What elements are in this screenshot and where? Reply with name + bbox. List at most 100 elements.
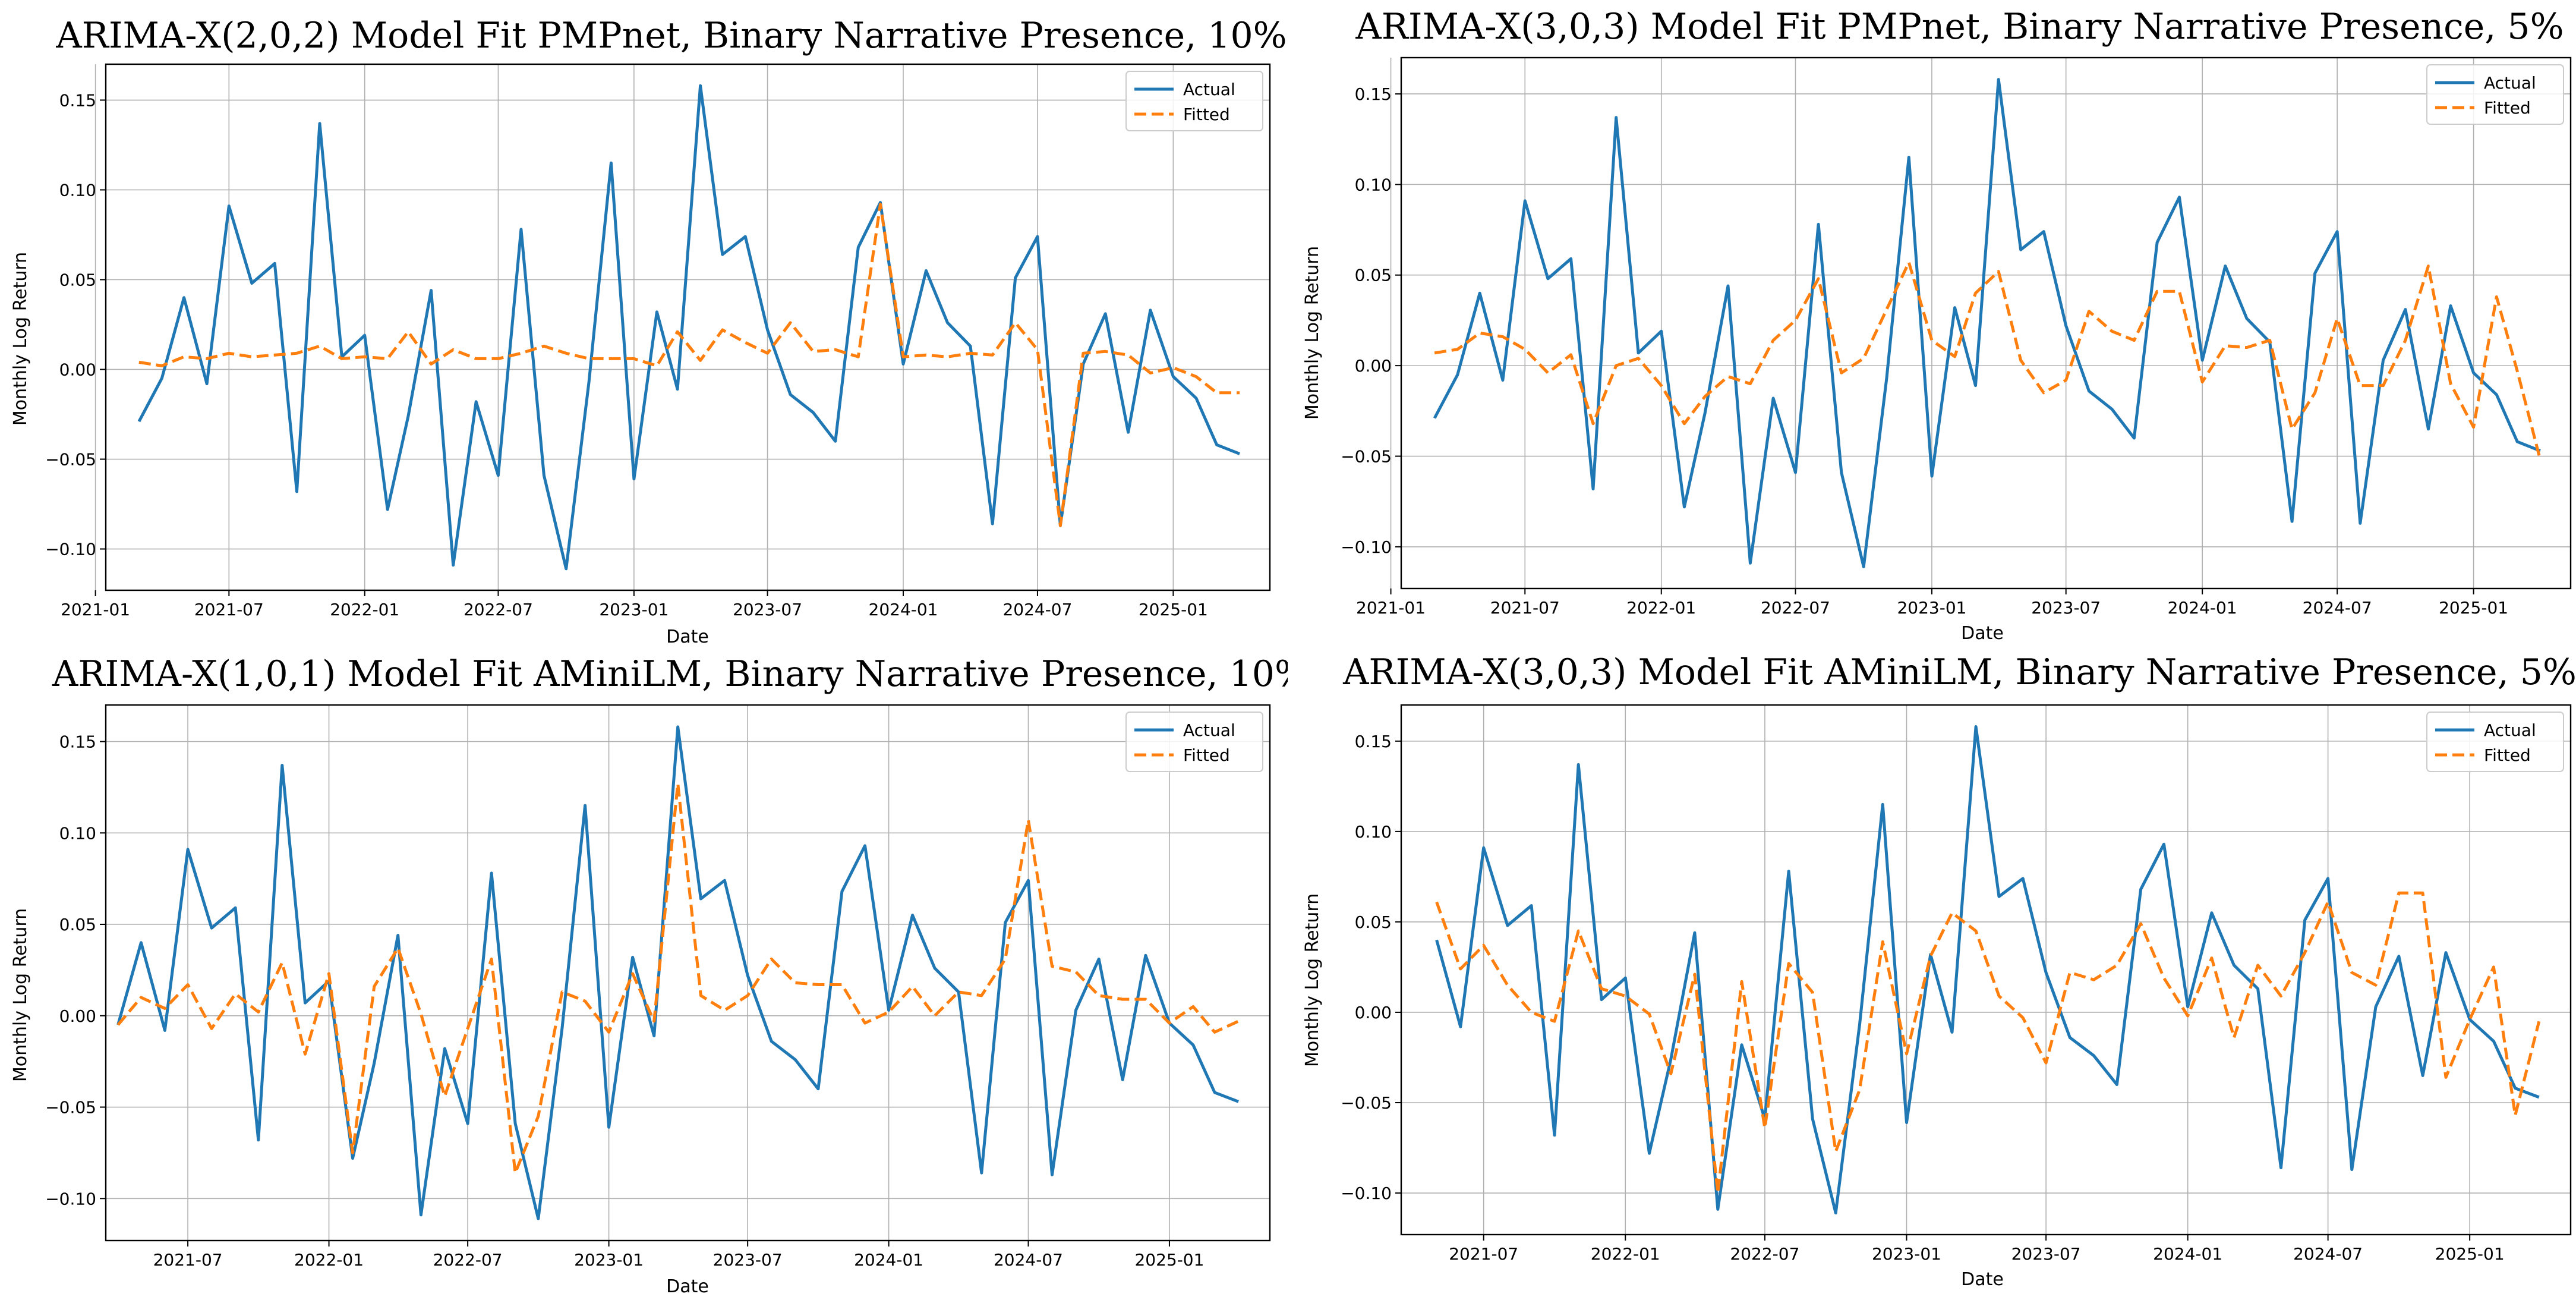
x-tick-label: 2023-01	[599, 600, 669, 619]
x-tick-label: 2022-07	[1730, 1244, 1799, 1264]
x-axis-label: Date	[1961, 1269, 2004, 1290]
x-tick-label: 2023-01	[1897, 598, 1966, 618]
x-tick-label: 2023-07	[2031, 598, 2101, 618]
y-tick-label: −0.05	[45, 450, 96, 470]
chart-3-svg: ARIMA-X(1,0,1) Model Fit AMiniLM, Binary…	[10, 653, 1288, 1297]
legend-box	[1125, 71, 1263, 131]
legend-box	[1125, 712, 1263, 772]
x-tick-label: 2025-01	[1134, 1250, 1204, 1270]
legend-fitted-label: Fitted	[1183, 105, 1230, 124]
actual-series-line	[1433, 78, 2541, 568]
chart-panel-3: ARIMA-X(1,0,1) Model Fit AMiniLM, Binary…	[0, 650, 1288, 1300]
x-tick-label: 2024-07	[2293, 1244, 2363, 1264]
y-axis-label: Monthly Log Return	[1302, 246, 1323, 420]
y-tick-label: 0.15	[59, 732, 96, 752]
x-tick-label: 2025-01	[1139, 600, 1208, 619]
y-tick-label: 0.15	[1355, 732, 1392, 751]
y-tick-label: 0.10	[1355, 175, 1392, 194]
x-tick-label: 2022-01	[1626, 598, 1696, 618]
x-tick-label: 2021-07	[1490, 598, 1560, 618]
y-axis-label: Monthly Log Return	[10, 908, 31, 1082]
x-tick-label: 2022-07	[1761, 598, 1830, 618]
x-tick-label: 2023-07	[2011, 1244, 2081, 1264]
y-tick-label: 0.15	[59, 90, 96, 110]
y-axis-label: Monthly Log Return	[1302, 893, 1323, 1067]
x-tick-label: 2023-07	[713, 1250, 783, 1270]
x-tick-label: 2021-01	[1356, 598, 1426, 618]
y-tick-label: 0.00	[1355, 1003, 1392, 1022]
legend-fitted-label: Fitted	[1183, 745, 1230, 765]
y-tick-label: −0.10	[45, 540, 96, 559]
y-tick-label: −0.10	[45, 1189, 96, 1208]
chart-panel-2: ARIMA-X(3,0,3) Model Fit PMPnet, Binary …	[1288, 0, 2576, 650]
legend-actual-label: Actual	[1183, 720, 1235, 740]
legend-actual-label: Actual	[2484, 73, 2536, 93]
y-tick-label: 0.10	[59, 180, 96, 200]
x-axis-label: Date	[666, 627, 709, 647]
x-tick-label: 2022-01	[294, 1250, 364, 1270]
chart-panel-1: ARIMA-X(2,0,2) Model Fit PMPnet, Binary …	[0, 0, 1288, 650]
legend-actual-label: Actual	[1183, 80, 1235, 99]
chart-2-svg: ARIMA-X(3,0,3) Model Fit PMPnet, Binary …	[1302, 6, 2572, 644]
x-tick-label: 2023-07	[733, 600, 802, 619]
x-tick-label: 2024-01	[2168, 598, 2237, 618]
y-tick-label: 0.00	[59, 360, 96, 379]
x-tick-label: 2021-07	[1449, 1244, 1518, 1264]
y-tick-label: 0.00	[1355, 356, 1392, 376]
chart-title: ARIMA-X(2,0,2) Model Fit PMPnet, Binary …	[55, 15, 1287, 56]
fitted-series-line	[1435, 891, 2541, 1195]
x-tick-label: 2024-01	[2153, 1244, 2222, 1264]
actual-series-line	[1435, 725, 2540, 1214]
x-tick-label: 2022-07	[433, 1250, 503, 1270]
x-tick-label: 2025-01	[2439, 598, 2508, 618]
x-tick-label: 2022-01	[330, 600, 399, 619]
y-tick-label: 0.10	[59, 823, 96, 843]
x-tick-label: 2021-07	[194, 600, 264, 619]
y-tick-label: 0.05	[1355, 266, 1392, 285]
plot-frame	[105, 63, 1271, 591]
actual-series-line	[137, 84, 1241, 571]
x-tick-label: 2021-01	[61, 600, 130, 619]
y-tick-label: 0.05	[59, 270, 96, 289]
legend-box	[2426, 64, 2564, 125]
x-axis-label: Date	[1961, 623, 2004, 644]
y-tick-label: 0.10	[1355, 822, 1392, 842]
x-tick-label: 2023-01	[574, 1250, 644, 1270]
chart-panel-4: ARIMA-X(3,0,3) Model Fit AMiniLM, Binary…	[1288, 650, 2576, 1300]
x-tick-label: 2024-01	[869, 600, 938, 619]
x-tick-label: 2022-07	[464, 600, 533, 619]
x-tick-label: 2023-01	[1872, 1244, 1941, 1264]
legend-actual-label: Actual	[2484, 720, 2536, 740]
chart-title: ARIMA-X(3,0,3) Model Fit AMiniLM, Binary…	[1342, 651, 2576, 693]
chart-title: ARIMA-X(3,0,3) Model Fit PMPnet, Binary …	[1355, 6, 2564, 48]
x-axis-label: Date	[666, 1276, 709, 1297]
y-tick-label: −0.10	[1341, 1183, 1392, 1203]
y-tick-label: −0.05	[1341, 1093, 1392, 1113]
legend-fitted-label: Fitted	[2484, 98, 2531, 118]
y-tick-label: −0.05	[45, 1098, 96, 1118]
chart-1-svg: ARIMA-X(2,0,2) Model Fit PMPnet, Binary …	[10, 15, 1287, 647]
y-tick-label: −0.05	[1341, 447, 1392, 467]
y-tick-label: 0.15	[1355, 84, 1392, 104]
y-tick-label: 0.00	[59, 1006, 96, 1026]
x-tick-label: 2024-01	[854, 1250, 923, 1270]
legend-box	[2426, 712, 2564, 772]
x-tick-label: 2022-01	[1591, 1244, 1660, 1264]
x-tick-label: 2024-07	[1002, 600, 1072, 619]
fitted-series-line	[1434, 260, 2542, 461]
fitted-series-line	[138, 203, 1240, 527]
y-tick-label: 0.05	[1355, 912, 1392, 932]
x-tick-label: 2021-07	[153, 1250, 223, 1270]
plot-frame	[1400, 704, 2572, 1236]
plot-frame	[105, 704, 1271, 1242]
actual-series-line	[116, 725, 1239, 1220]
legend-fitted-label: Fitted	[2484, 745, 2531, 765]
x-tick-label: 2025-01	[2435, 1244, 2505, 1264]
plot-frame	[1400, 56, 2572, 590]
fitted-series-line	[116, 782, 1240, 1175]
y-tick-label: 0.05	[59, 915, 96, 934]
x-tick-label: 2024-07	[2303, 598, 2372, 618]
x-tick-label: 2024-07	[994, 1250, 1063, 1270]
chart-4-svg: ARIMA-X(3,0,3) Model Fit AMiniLM, Binary…	[1302, 651, 2576, 1290]
y-axis-label: Monthly Log Return	[10, 252, 31, 426]
